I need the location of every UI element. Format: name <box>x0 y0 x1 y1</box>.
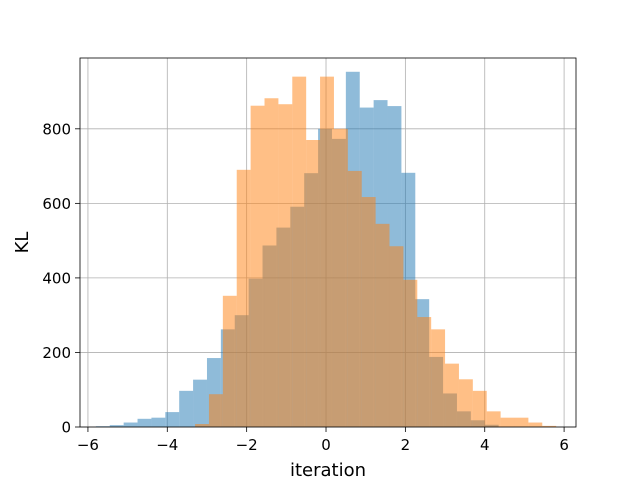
bar-series-2-bin-10 <box>320 76 334 428</box>
bar-series-1-bin-3 <box>123 422 138 427</box>
y-tick-label-1: 200 <box>42 344 71 362</box>
bar-series-2-bin-18 <box>431 329 446 427</box>
bar-series-2-bin-23 <box>500 417 515 427</box>
x-tick-label-3: 0 <box>321 436 331 454</box>
x-tick-label-0: −6 <box>77 436 99 454</box>
bar-series-2-bin-26 <box>542 425 557 427</box>
y-axis-label: KL <box>12 232 33 254</box>
bar-series-2-bin-22 <box>486 411 501 427</box>
bar-series-1-bin-7 <box>179 390 194 427</box>
bar-series-2-bin-4 <box>236 169 251 427</box>
bar-series-2-bin-6 <box>264 98 279 427</box>
bar-series-1-bin-8 <box>193 379 207 427</box>
bar-series-1-bin-6 <box>165 412 180 427</box>
x-tick-label-1: −4 <box>156 436 178 454</box>
bar-series-1-bin-4 <box>137 418 152 427</box>
bar-series-2-bin-2 <box>208 394 223 427</box>
bar-series-2-bin-11 <box>333 128 348 427</box>
bar-series-2-bin-13 <box>361 197 376 427</box>
bar-series-2-bin-24 <box>514 417 529 427</box>
bar-series-2-bin-17 <box>417 317 432 427</box>
x-tick-label-4: 2 <box>401 436 411 454</box>
y-tick-label-0: 0 <box>61 419 71 437</box>
bar-series-2-bin-9 <box>306 140 321 427</box>
bar-series-2-bin-7 <box>278 104 293 427</box>
bar-series-2-bin-21 <box>472 390 487 427</box>
bar-series-2-bin-20 <box>458 379 473 427</box>
ticks: −6 −4 −2 0 2 4 6 0 200 400 600 800 <box>42 120 569 454</box>
bars <box>95 71 557 428</box>
bar-series-2-bin-12 <box>347 170 362 427</box>
bar-series-2-bin-8 <box>292 76 307 428</box>
bar-series-2-bin-19 <box>445 363 459 427</box>
bar-series-2-bin-15 <box>389 246 404 427</box>
bar-series-2-bin-5 <box>250 105 265 427</box>
bar-series-2-bin-1 <box>195 424 209 427</box>
x-tick-label-6: 6 <box>559 436 569 454</box>
bar-series-2-bin-3 <box>222 295 237 427</box>
x-tick-label-2: −2 <box>236 436 258 454</box>
y-tick-label-2: 400 <box>42 269 71 287</box>
bar-series-2-bin-14 <box>375 223 390 427</box>
bar-series-1-bin-5 <box>151 417 166 427</box>
bar-series-2-bin-25 <box>528 422 543 427</box>
bar-series-1-bin-2 <box>109 425 124 427</box>
y-tick-label-4: 800 <box>42 120 71 138</box>
bar-series-2-bin-16 <box>403 279 418 427</box>
x-tick-label-5: 4 <box>480 436 490 454</box>
y-tick-label-3: 600 <box>42 195 71 213</box>
x-axis-label: iteration <box>290 460 366 480</box>
plot-frame <box>79 57 577 428</box>
